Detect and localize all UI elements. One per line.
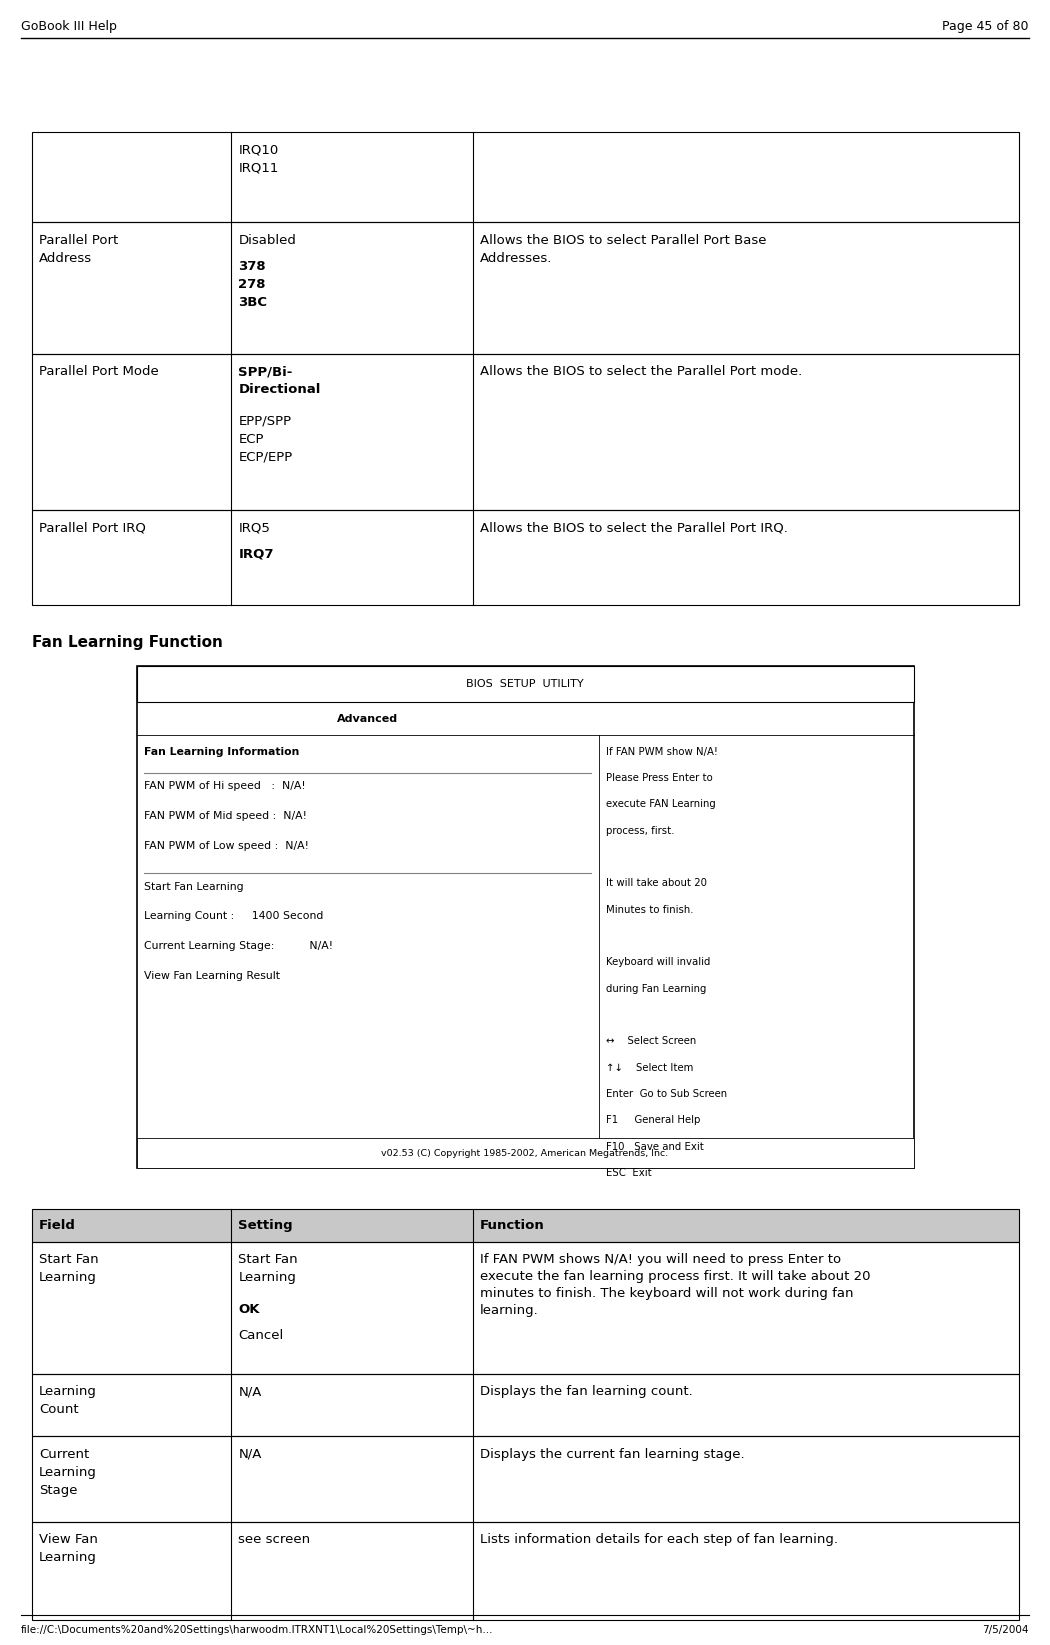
Text: Field: Field bbox=[39, 1219, 76, 1232]
Text: Function: Function bbox=[480, 1219, 545, 1232]
Bar bbox=[32, 1209, 1018, 1242]
Text: N/A: N/A bbox=[238, 1448, 261, 1461]
Text: Enter  Go to Sub Screen: Enter Go to Sub Screen bbox=[606, 1089, 728, 1099]
Text: Disabled: Disabled bbox=[238, 234, 296, 247]
Text: IRQ10
IRQ11: IRQ10 IRQ11 bbox=[238, 143, 278, 174]
Bar bbox=[32, 1436, 1018, 1522]
Text: IRQ5: IRQ5 bbox=[238, 521, 270, 535]
Bar bbox=[32, 354, 1018, 510]
Text: Displays the current fan learning stage.: Displays the current fan learning stage. bbox=[480, 1448, 744, 1461]
Text: ESC  Exit: ESC Exit bbox=[606, 1168, 652, 1178]
Text: Start Fan
Learning: Start Fan Learning bbox=[39, 1253, 99, 1285]
Text: View Fan Learning Result: View Fan Learning Result bbox=[144, 971, 280, 980]
Text: Page 45 of 80: Page 45 of 80 bbox=[943, 20, 1029, 33]
Text: IRQ7: IRQ7 bbox=[238, 548, 274, 561]
Text: Parallel Port
Address: Parallel Port Address bbox=[39, 234, 118, 265]
Text: EPP/SPP
ECP
ECP/EPP: EPP/SPP ECP ECP/EPP bbox=[238, 415, 293, 464]
Text: GoBook III Help: GoBook III Help bbox=[21, 20, 117, 33]
Text: Current
Learning
Stage: Current Learning Stage bbox=[39, 1448, 97, 1497]
Text: see screen: see screen bbox=[238, 1533, 311, 1546]
Text: If FAN PWM shows N/A! you will need to press Enter to
execute the fan learning p: If FAN PWM shows N/A! you will need to p… bbox=[480, 1253, 870, 1318]
Text: Learning Count :     1400 Second: Learning Count : 1400 Second bbox=[144, 911, 323, 921]
Text: Parallel Port Mode: Parallel Port Mode bbox=[39, 365, 159, 378]
Text: Current Learning Stage:          N/A!: Current Learning Stage: N/A! bbox=[144, 941, 333, 951]
Bar bbox=[32, 132, 1018, 222]
Text: N/A: N/A bbox=[238, 1385, 261, 1398]
Text: file://C:\Documents%20and%20Settings\harwoodm.ITRXNT1\Local%20Settings\Temp\~h..: file://C:\Documents%20and%20Settings\har… bbox=[21, 1625, 493, 1635]
Text: Keyboard will invalid: Keyboard will invalid bbox=[606, 957, 711, 967]
Text: Parallel Port IRQ: Parallel Port IRQ bbox=[39, 521, 146, 535]
Bar bbox=[32, 1374, 1018, 1436]
Text: Allows the BIOS to select the Parallel Port mode.: Allows the BIOS to select the Parallel P… bbox=[480, 365, 802, 378]
Bar bbox=[136, 1138, 914, 1168]
Text: process, first.: process, first. bbox=[606, 826, 675, 836]
Text: Cancel: Cancel bbox=[238, 1329, 284, 1342]
Text: View Fan
Learning: View Fan Learning bbox=[39, 1533, 98, 1564]
Text: Lists information details for each step of fan learning.: Lists information details for each step … bbox=[480, 1533, 838, 1546]
Text: F1     General Help: F1 General Help bbox=[606, 1115, 700, 1125]
Text: v02.53 (C) Copyright 1985-2002, American Megatrends, Inc.: v02.53 (C) Copyright 1985-2002, American… bbox=[381, 1148, 669, 1158]
Text: Start Fan Learning: Start Fan Learning bbox=[144, 882, 244, 892]
Text: Fan Learning Information: Fan Learning Information bbox=[144, 747, 299, 757]
Bar bbox=[32, 510, 1018, 605]
Text: If FAN PWM show N/A!: If FAN PWM show N/A! bbox=[606, 747, 718, 757]
Bar bbox=[32, 1522, 1018, 1620]
Text: Setting: Setting bbox=[238, 1219, 293, 1232]
Text: 7/5/2004: 7/5/2004 bbox=[983, 1625, 1029, 1635]
Text: Minutes to finish.: Minutes to finish. bbox=[606, 905, 694, 915]
Text: FAN PWM of Hi speed   :  N/A!: FAN PWM of Hi speed : N/A! bbox=[144, 781, 306, 791]
Bar bbox=[32, 222, 1018, 354]
Text: Fan Learning Function: Fan Learning Function bbox=[32, 635, 223, 650]
Text: FAN PWM of Mid speed :  N/A!: FAN PWM of Mid speed : N/A! bbox=[144, 811, 307, 821]
Text: Allows the BIOS to select the Parallel Port IRQ.: Allows the BIOS to select the Parallel P… bbox=[480, 521, 788, 535]
Bar bbox=[136, 666, 914, 702]
Text: 378
278
3BC: 378 278 3BC bbox=[238, 260, 268, 309]
Text: FAN PWM of Low speed :  N/A!: FAN PWM of Low speed : N/A! bbox=[144, 841, 309, 850]
Text: F10   Save and Exit: F10 Save and Exit bbox=[606, 1142, 705, 1152]
Text: Allows the BIOS to select Parallel Port Base
Addresses.: Allows the BIOS to select Parallel Port … bbox=[480, 234, 766, 265]
Bar bbox=[136, 666, 914, 1168]
Text: ↑↓    Select Item: ↑↓ Select Item bbox=[606, 1063, 694, 1073]
Text: Start Fan
Learning: Start Fan Learning bbox=[238, 1253, 298, 1285]
Text: Learning
Count: Learning Count bbox=[39, 1385, 97, 1416]
Text: during Fan Learning: during Fan Learning bbox=[606, 984, 707, 994]
Text: execute FAN Learning: execute FAN Learning bbox=[606, 799, 716, 809]
Text: OK: OK bbox=[238, 1303, 259, 1316]
Text: ↔    Select Screen: ↔ Select Screen bbox=[606, 1036, 696, 1046]
Text: Displays the fan learning count.: Displays the fan learning count. bbox=[480, 1385, 693, 1398]
Text: SPP/Bi-
Directional: SPP/Bi- Directional bbox=[238, 365, 320, 396]
Text: BIOS  SETUP  UTILITY: BIOS SETUP UTILITY bbox=[466, 679, 584, 689]
Text: It will take about 20: It will take about 20 bbox=[606, 878, 707, 888]
Text: Advanced: Advanced bbox=[337, 714, 398, 724]
Text: Please Press Enter to: Please Press Enter to bbox=[606, 773, 713, 783]
Bar bbox=[32, 1242, 1018, 1374]
